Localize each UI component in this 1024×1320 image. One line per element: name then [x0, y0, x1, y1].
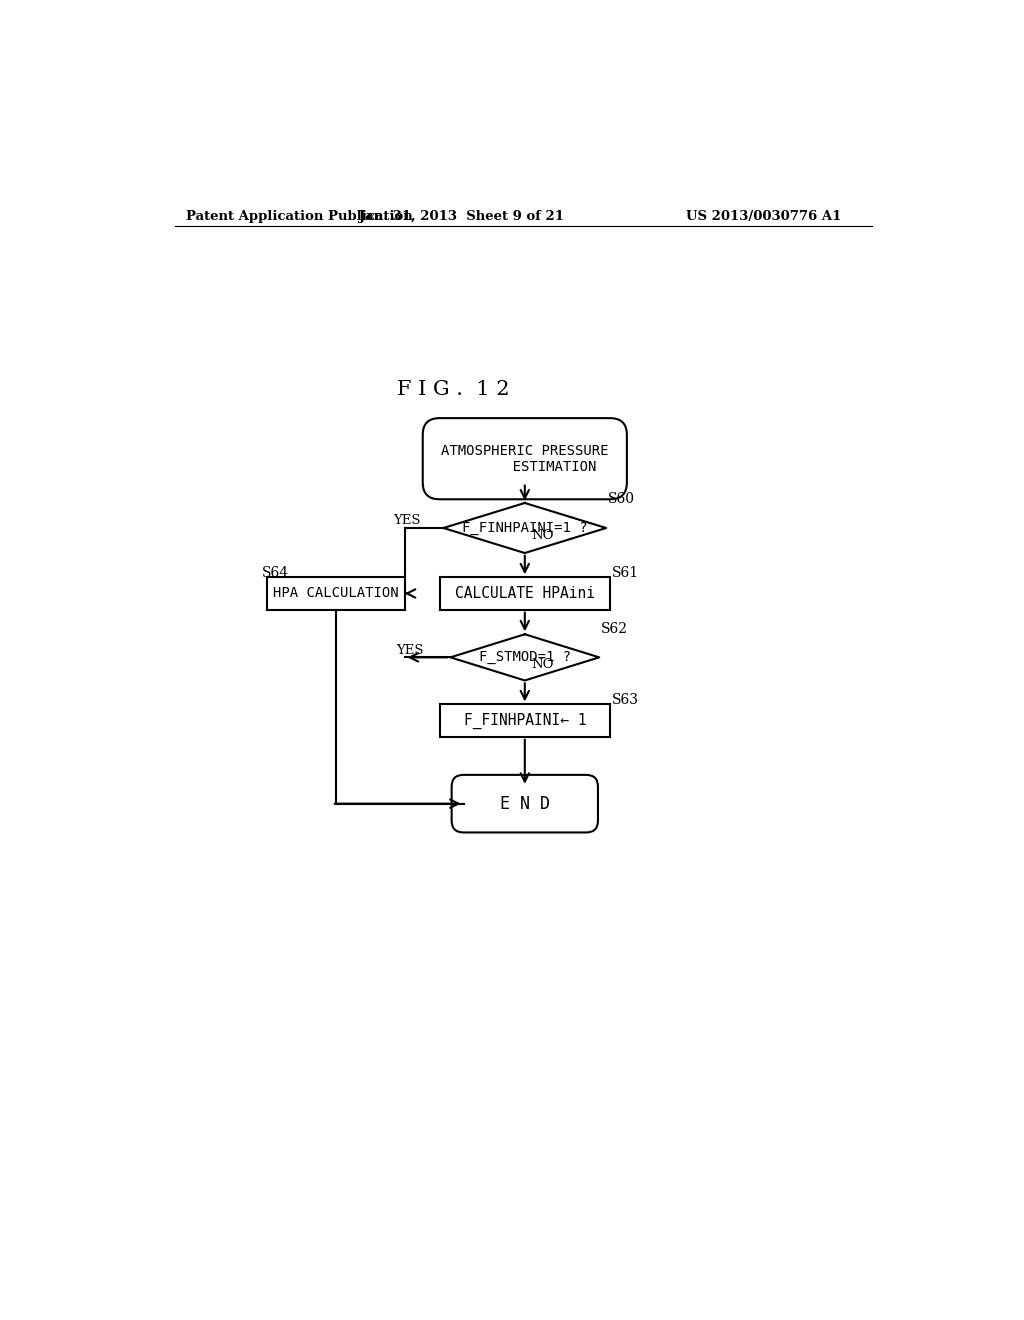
Text: Jan. 31, 2013  Sheet 9 of 21: Jan. 31, 2013 Sheet 9 of 21	[358, 210, 564, 223]
Bar	[439, 705, 610, 737]
Text: E N D: E N D	[500, 795, 550, 813]
Text: YES: YES	[395, 644, 423, 656]
Text: F I G .  1 2: F I G . 1 2	[397, 380, 510, 399]
Text: CALCULATE HPAini: CALCULATE HPAini	[455, 586, 595, 601]
Text: S64: S64	[262, 565, 289, 579]
Text: S63: S63	[611, 693, 639, 706]
Text: Patent Application Publication: Patent Application Publication	[186, 210, 413, 223]
Text: HPA CALCULATION: HPA CALCULATION	[272, 586, 398, 601]
Text: ATMOSPHERIC PRESSURE
       ESTIMATION: ATMOSPHERIC PRESSURE ESTIMATION	[441, 444, 608, 474]
Bar	[439, 577, 610, 610]
Text: YES: YES	[392, 515, 420, 527]
Text: S61: S61	[611, 565, 639, 579]
Text: F_FINHPAINI← 1: F_FINHPAINI← 1	[464, 713, 586, 729]
Text: NO: NO	[531, 659, 554, 671]
Text: F_FINHPAINI=1 ?: F_FINHPAINI=1 ?	[462, 521, 588, 535]
FancyBboxPatch shape	[423, 418, 627, 499]
Text: US 2013/0030776 A1: US 2013/0030776 A1	[686, 210, 841, 223]
Text: S60: S60	[607, 492, 635, 507]
Text: S62: S62	[601, 622, 628, 636]
Text: NO: NO	[531, 529, 554, 541]
Bar	[266, 577, 404, 610]
Text: F_STMOD=1 ?: F_STMOD=1 ?	[479, 651, 570, 664]
FancyBboxPatch shape	[452, 775, 598, 833]
